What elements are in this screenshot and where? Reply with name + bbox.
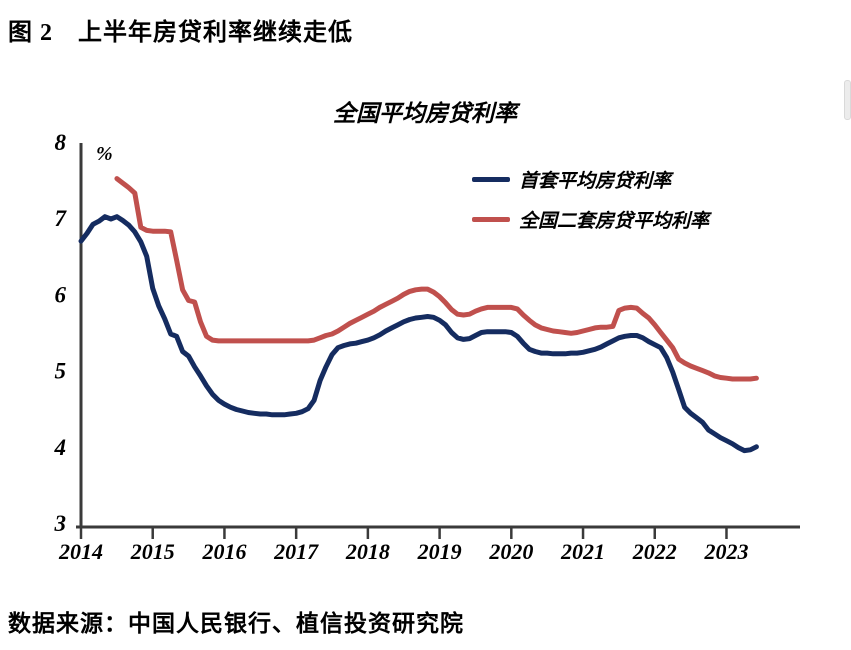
- x-tick-label: 2015: [130, 539, 175, 564]
- legend-label-first-home: 首套平均房贷利率: [519, 171, 672, 192]
- legend-line-swatch-first-home: [472, 177, 510, 182]
- x-tick-label: 2016: [201, 539, 246, 564]
- x-tick-label: 2023: [703, 539, 748, 564]
- chart-title: 全国平均房贷利率: [333, 101, 517, 126]
- data-source-note: 数据来源：中国人民银行、植信投资研究院: [8, 611, 464, 636]
- x-tick-label: 2014: [58, 539, 103, 564]
- legend-label-second-home: 全国二套房贷平均利率: [519, 211, 710, 232]
- series-line-0: [78, 214, 759, 454]
- y-axis-unit-label: %: [96, 143, 113, 165]
- figure-caption: 图 2 上半年房贷利率继续走低: [8, 20, 353, 46]
- y-tick-label: 8: [55, 130, 67, 155]
- x-tick-label: 2020: [488, 539, 533, 564]
- x-tick-label: 2017: [273, 539, 319, 564]
- series-line-1: [114, 176, 759, 382]
- y-tick-label: 6: [55, 282, 67, 307]
- y-tick-label: 3: [54, 511, 67, 536]
- y-tick-label: 5: [55, 359, 67, 384]
- x-tick-label: 2021: [560, 539, 605, 564]
- x-tick-label: 2022: [632, 539, 677, 564]
- y-tick-label: 4: [54, 435, 67, 460]
- legend-item-second-home: 全国二套房贷平均利率: [472, 206, 709, 233]
- legend-line-swatch-second-home: [472, 217, 510, 222]
- x-tick-label: 2018: [345, 539, 390, 564]
- y-tick-label: 7: [55, 206, 68, 231]
- scrollbar-thumb[interactable]: [844, 80, 851, 120]
- legend-item-first-home: 首套平均房贷利率: [472, 166, 709, 193]
- chart-legend: 首套平均房贷利率 全国二套房贷平均利率: [472, 166, 709, 233]
- x-tick-label: 2019: [417, 539, 462, 564]
